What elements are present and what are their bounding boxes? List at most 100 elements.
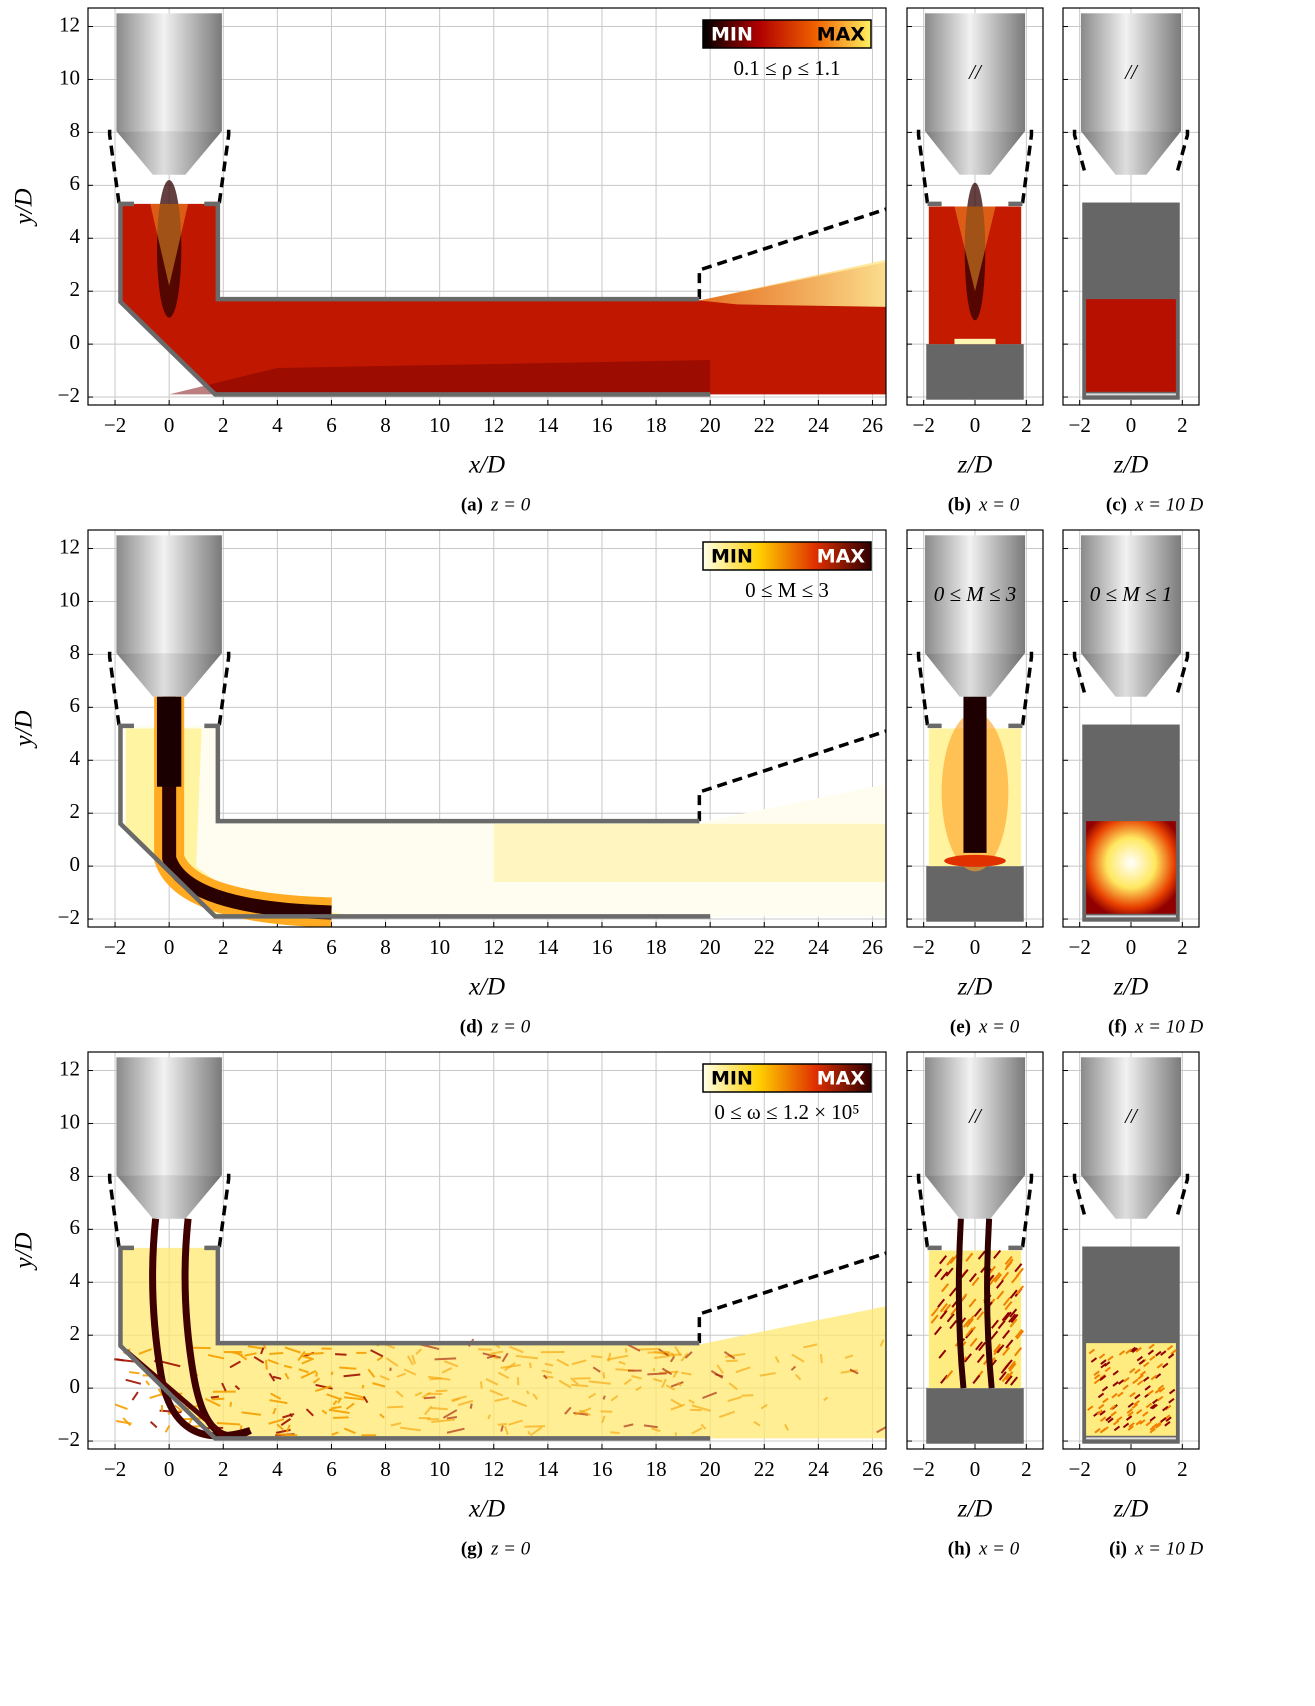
streak [362,1395,369,1404]
streak [264,1360,268,1370]
streak [670,1398,683,1407]
streak [1143,1376,1150,1382]
streak [1139,1419,1146,1425]
colorbar-range: 0 ≤ ω ≤ 1.2 × 10⁵ [714,1100,859,1124]
x-tick-label: 8 [380,1457,391,1481]
jet-streak [149,1218,252,1440]
streak [479,1381,483,1389]
streak [943,1303,952,1314]
jet-top [156,696,182,787]
streak [1167,1353,1175,1359]
streak [231,1351,243,1356]
streak [606,1354,629,1361]
y-tick-label: 0 [70,1374,81,1398]
x-tick-label: 12 [483,413,504,437]
streak [1155,1350,1162,1357]
streak [784,1423,789,1431]
streak [1011,1274,1020,1284]
streak [339,1366,357,1370]
wall [204,201,700,302]
streak [343,1427,356,1435]
panel: −2 0 2 4 6 8 10 12 14 16 18 20 22 24 26−2024681012x/Dy… [11,7,887,515]
streak [332,1400,338,1406]
nozzle-dash [916,1173,930,1249]
streak [965,1327,974,1337]
streak [960,1269,969,1279]
streak [674,1432,678,1436]
y-axis-label: y/D [11,710,38,749]
streak [665,1384,676,1391]
streak [1128,1422,1135,1428]
streak [304,1352,324,1356]
streak [284,1346,301,1354]
streak [1008,1362,1017,1372]
panel: −2 0 2 4 6 8 10 12 14 16 18 20 22 24 26−2024681012x/Dy… [11,1051,887,1559]
caption: x = 10 D [1134,1016,1204,1037]
streak [330,1405,342,1410]
x-tick-label: −2 [1069,935,1091,959]
streak [1004,1255,1013,1266]
y-tick-label: 6 [70,693,81,717]
caption: x = 0 [978,1016,1020,1037]
streak [1168,1388,1176,1395]
streak [1160,1417,1167,1423]
x-tick-label: 10 [429,935,450,959]
streak [1136,1355,1143,1362]
streak [1104,1361,1111,1367]
x-tick-label: 26 [862,935,883,959]
streak [1005,1339,1014,1349]
streak [674,1346,682,1357]
streak [524,1425,546,1428]
streak [1102,1397,1109,1404]
streak [1097,1392,1105,1399]
jet-streak [181,1218,252,1440]
streak [138,1348,152,1355]
streak [962,1318,971,1328]
streak [1145,1420,1152,1427]
x-tick-label: 18 [646,1457,667,1481]
field [916,535,1034,922]
nozzle-cone [116,1175,222,1219]
streak [1154,1388,1162,1394]
nozzle-cone [1080,653,1182,697]
field-fill [120,203,886,395]
streak [469,1403,473,1409]
streak [515,1354,539,1360]
streak [1099,1374,1107,1381]
streak [160,1360,181,1368]
streak [727,1396,742,1403]
streak [164,1424,171,1433]
y-tick-label: 2 [70,277,81,301]
field-fill [1086,821,1176,914]
x-tick-label: −2 [104,935,126,959]
streak [1147,1389,1154,1396]
jet-core [963,696,987,853]
streak [1016,1330,1025,1340]
x-tick-label: 0 [970,413,981,437]
streak [301,1357,314,1365]
panel: −2 0 2 z/D (e) x = 0 0 ≤ M ≤ 3 [906,529,1044,1037]
y-tick-label: 8 [70,118,81,142]
streak [529,1362,532,1369]
streak [684,1351,693,1359]
y-axis-label: y/D [11,1232,38,1271]
streak [968,1273,977,1283]
streak [949,1254,958,1264]
streak [938,1349,947,1359]
streak [1110,1411,1117,1417]
nozzle-body [116,535,222,654]
streak [940,1374,949,1384]
streak [945,1370,954,1380]
streak [509,1345,524,1354]
streak [1135,1419,1142,1426]
streak [1088,1348,1095,1355]
streak [1126,1408,1133,1414]
x-tick-label: 6 [326,1457,337,1481]
streak [1122,1422,1130,1429]
streak [490,1350,504,1355]
streak [367,1368,376,1378]
streak [940,1271,949,1281]
x-tick-label: 18 [646,413,667,437]
streak [669,1356,675,1363]
